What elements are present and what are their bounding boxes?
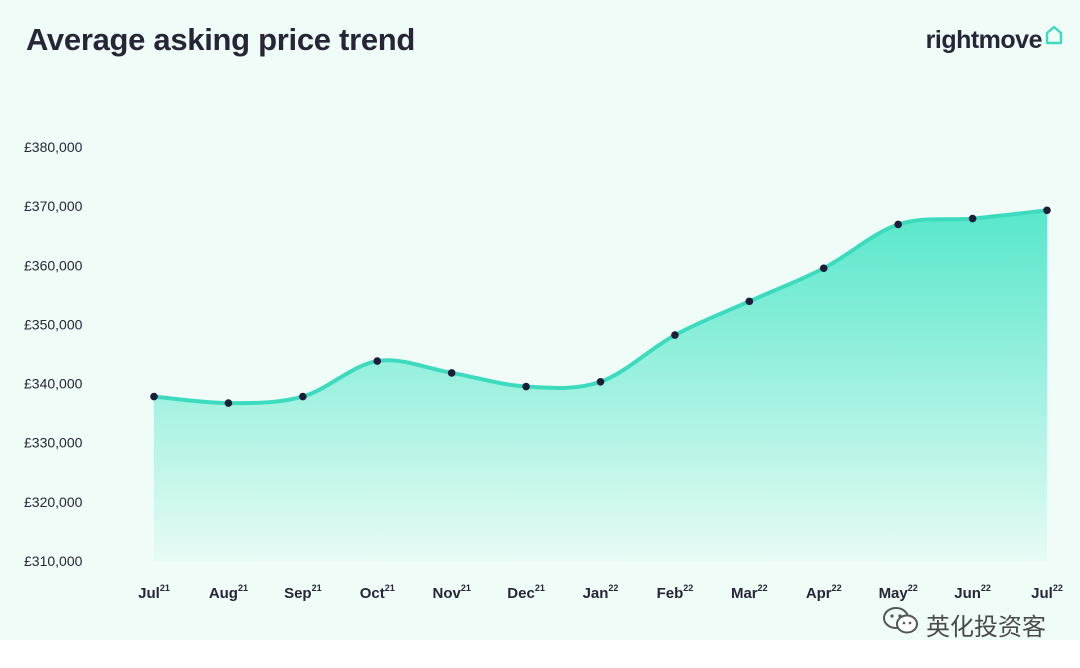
rightmove-logo: rightmove (925, 24, 1064, 55)
y-axis: £310,000 £320,000 £330,000 £340,000 £350,000… (24, 139, 83, 569)
x-tick-label: Jan22 (583, 583, 619, 602)
data-point (1043, 206, 1051, 215)
x-tick-label: Feb22 (657, 583, 694, 602)
y-tick-label: £310,000 (24, 553, 83, 569)
y-tick-label: £380,000 (24, 139, 83, 155)
x-tick-label: Oct21 (360, 583, 395, 602)
chart-title: Average asking price trend (26, 22, 416, 57)
x-axis: Jul21 Aug21 Sep21 Oct21 Nov21 Dec21 Jan22 Feb22… (138, 583, 1063, 602)
data-point (447, 369, 456, 377)
x-tick-label: Jul22 (1031, 583, 1063, 602)
x-tick-label: Jul21 (138, 583, 170, 602)
y-tick-label: £370,000 (24, 198, 83, 214)
data-point (968, 214, 977, 223)
x-tick-label: Mar22 (731, 583, 768, 602)
x-tick-label: Sep21 (284, 583, 322, 602)
price-trend-chart: £310,000 £320,000 £330,000 £340,000 £350,000… (24, 139, 1063, 602)
data-point (894, 220, 902, 229)
watermark: 英化投资客 (882, 606, 1046, 643)
y-tick-label: £360,000 (24, 257, 83, 273)
data-point (596, 377, 605, 386)
house-outline-icon (1044, 24, 1064, 51)
data-point (224, 399, 233, 407)
x-tick-label: Dec21 (507, 583, 545, 602)
x-tick-label: Apr22 (806, 583, 842, 602)
x-tick-label: May22 (879, 583, 918, 602)
data-point (299, 392, 307, 401)
data-points (150, 206, 1051, 407)
x-tick-label: Nov21 (432, 583, 470, 602)
x-tick-label: Jun22 (954, 583, 991, 602)
brand-name: rightmove (925, 26, 1043, 54)
data-point (671, 331, 679, 339)
y-tick-label: £350,000 (24, 316, 83, 332)
data-point (522, 382, 530, 391)
data-point (373, 357, 382, 365)
data-point (819, 264, 828, 273)
watermark-text: 英化投资客 (926, 614, 1046, 641)
y-tick-label: £320,000 (24, 494, 83, 510)
data-point (745, 297, 754, 306)
area-fill (154, 210, 1047, 562)
x-tick-label: Aug21 (209, 583, 248, 602)
chart-card: Average asking price trend rightmove £31… (0, 0, 1080, 640)
y-tick-label: £340,000 (24, 376, 83, 392)
wechat-icon (882, 606, 920, 643)
y-tick-label: £330,000 (24, 435, 83, 451)
data-point (150, 392, 158, 401)
